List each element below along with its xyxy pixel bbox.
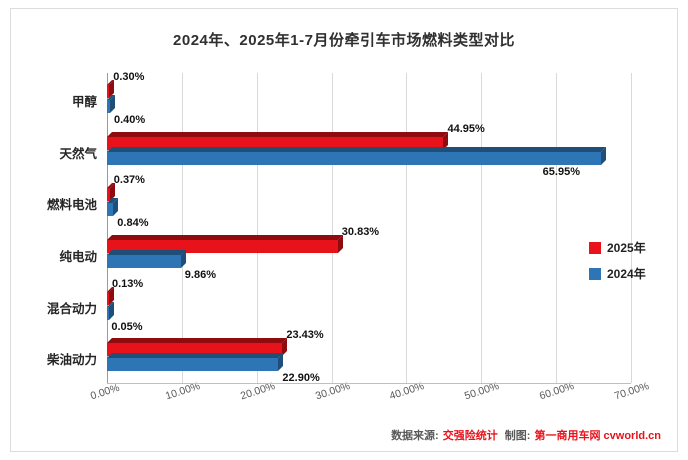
value-label-2025年-柴油动力: 23.43% (286, 329, 324, 342)
chart-title: 2024年、2025年1-7月份牵引车市场燃料类型对比 (173, 32, 515, 49)
bar-top-face (107, 146, 606, 152)
bar-top-face (107, 234, 343, 240)
value-label-2024年-燃料电池: 0.84% (117, 217, 149, 230)
legend-item-2025年: 2025年 (589, 239, 646, 256)
category-label-柴油动力: 柴油动力 (46, 353, 97, 368)
bar-2025年-甲醇 (107, 79, 115, 98)
maker-value: 第一商用车网 cvworld.cn (534, 430, 661, 442)
value-label-2025年-甲醇: 0.30% (113, 70, 145, 83)
bar-2024年-柴油动力 (107, 353, 284, 372)
bar-end-face (180, 249, 186, 268)
bar-top-face (107, 338, 288, 344)
chart-panel: 2024年、2025年1-7月份牵引车市场燃料类型对比 0.00% 10.00% 2… (10, 8, 678, 452)
value-label-2024年-纯电动: 9.86% (184, 268, 216, 281)
category-label-混合动力: 混合动力 (46, 301, 97, 316)
gridline (256, 73, 258, 383)
source-label: 数据来源: (391, 430, 439, 442)
legend-item-2024年: 2024年 (589, 265, 646, 282)
bar-2024年-纯电动 (107, 249, 186, 268)
bar-2024年-天然气 (107, 146, 606, 165)
category-label-燃料电池: 燃料电池 (46, 198, 97, 213)
category-label-纯电动: 纯电动 (59, 249, 97, 264)
value-label-2024年-柴油动力: 22.90% (282, 372, 320, 385)
bar-2025年-纯电动 (107, 234, 343, 253)
legend-swatch (589, 241, 601, 254)
bar-2024年-甲醇 (107, 94, 115, 113)
gridline (107, 73, 108, 383)
bar-2024年-混合动力 (107, 301, 114, 320)
bar-end-face (113, 198, 119, 217)
legend: 2025年 2024年 (589, 239, 646, 282)
bar-2025年-混合动力 (107, 286, 114, 305)
plot-area: 0.00% 10.00% 20.00% 30.00% 40.00% 50.00% 60.00… (11, 9, 677, 451)
value-label-2025年-混合动力: 0.13% (111, 277, 144, 290)
footer-credit: 数据来源: 交强险统计 制图: 第一商用车网 cvworld.cn (387, 427, 661, 443)
bar-2025年-柴油动力 (107, 338, 288, 357)
value-label-2024年-混合动力: 0.05% (111, 320, 143, 333)
x-axis-line (107, 383, 631, 384)
bar-2024年-燃料电池 (107, 198, 119, 217)
legend-label: 2025年 (607, 241, 646, 255)
bar-top-face (107, 249, 186, 255)
bar-end-face (109, 94, 115, 113)
bar-2025年-燃料电池 (107, 183, 115, 202)
source-value: 交强险统计 (442, 430, 498, 442)
gridline (631, 73, 632, 383)
bar-top-face (107, 353, 284, 359)
gridline (481, 73, 483, 383)
bar-end-face (278, 353, 284, 372)
value-label-2025年-纯电动: 30.83% (341, 225, 380, 238)
bar-2025年-天然气 (107, 131, 449, 150)
category-label-天然气: 天然气 (59, 146, 97, 161)
value-label-2025年-天然气: 44.95% (447, 122, 485, 135)
gridline (556, 73, 558, 383)
value-label-2024年-甲醇: 0.40% (113, 113, 146, 126)
maker-label: 制图: (504, 430, 531, 442)
bar-top-face (107, 131, 449, 137)
gridline (406, 73, 408, 383)
gridline (181, 73, 183, 383)
x-tick-label: 0.00% (89, 381, 122, 403)
legend-swatch (589, 267, 601, 280)
value-label-2025年-燃料电池: 0.37% (113, 174, 145, 187)
value-label-2024年-天然气: 65.95% (542, 165, 580, 178)
category-label-甲醇: 甲醇 (71, 94, 97, 109)
legend-label: 2024年 (607, 267, 646, 281)
gridline (331, 73, 333, 383)
